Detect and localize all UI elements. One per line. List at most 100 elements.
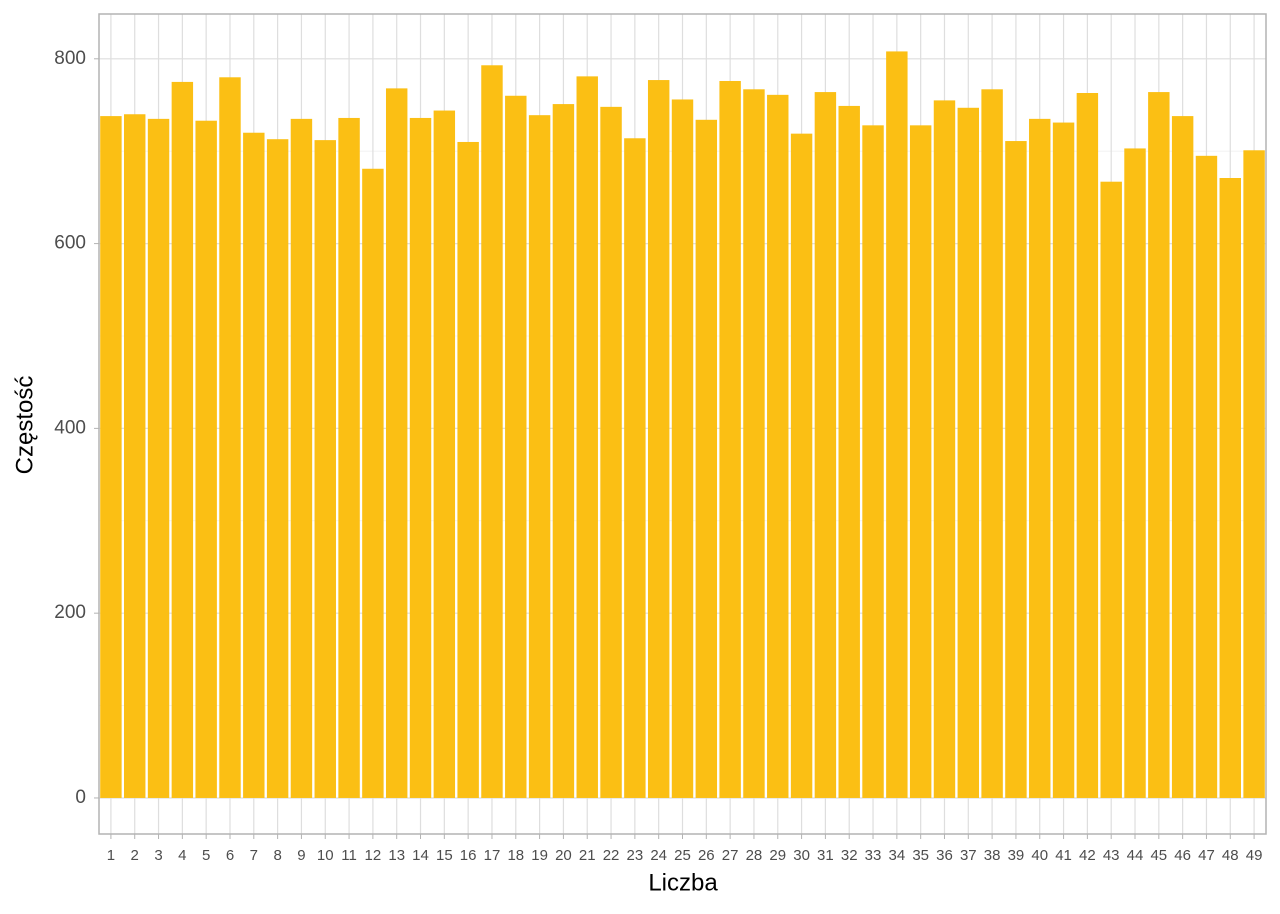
bar <box>814 92 837 798</box>
x-tick-label: 22 <box>603 847 620 864</box>
bar <box>409 117 432 798</box>
bar <box>1148 92 1170 798</box>
y-tick-label: 400 <box>54 417 86 438</box>
bar <box>219 77 241 798</box>
x-tick-label: 43 <box>1103 847 1120 864</box>
x-tick-label: 9 <box>297 847 305 864</box>
x-tick-label: 44 <box>1127 847 1144 864</box>
x-tick-label: 48 <box>1222 847 1239 864</box>
bar <box>838 105 860 798</box>
x-tick-label: 1 <box>107 847 115 864</box>
bar <box>933 100 956 798</box>
x-tick-label: 17 <box>484 847 501 864</box>
x-tick-label: 15 <box>436 847 453 864</box>
bar <box>100 116 122 798</box>
bar <box>981 89 1003 798</box>
bar <box>624 138 646 798</box>
bar <box>457 141 479 798</box>
x-tick-label: 18 <box>507 847 524 864</box>
bar <box>790 133 813 798</box>
bar <box>433 110 456 798</box>
bar <box>195 120 217 798</box>
x-tick-label: 27 <box>722 847 739 864</box>
x-tick-label: 47 <box>1198 847 1215 864</box>
bar <box>481 65 503 798</box>
bar <box>886 51 908 798</box>
x-tick-label: 23 <box>627 847 644 864</box>
bar <box>124 114 146 798</box>
x-tick-label: 8 <box>273 847 281 864</box>
x-tick-label: 11 <box>341 847 357 864</box>
bar <box>1195 155 1218 798</box>
x-tick-label: 30 <box>793 847 810 864</box>
x-tick-label: 28 <box>746 847 763 864</box>
bar <box>1005 141 1027 798</box>
bar <box>314 140 336 798</box>
bar <box>1029 118 1051 798</box>
x-tick-label: 7 <box>250 847 258 864</box>
x-tick-label: 46 <box>1174 847 1191 864</box>
x-tick-label: 32 <box>841 847 858 864</box>
x-tick-label: 4 <box>178 847 186 864</box>
y-axis-title: Częstość <box>11 376 38 475</box>
bar <box>1219 178 1241 798</box>
x-tick-label: 33 <box>865 847 882 864</box>
bar <box>909 125 932 798</box>
bar <box>1243 150 1265 798</box>
bar <box>505 95 527 798</box>
bar <box>647 80 670 798</box>
x-tick-label: 19 <box>531 847 548 864</box>
bar <box>266 139 289 798</box>
bar <box>1100 181 1122 798</box>
x-tick-label: 2 <box>131 847 139 864</box>
x-tick-label: 29 <box>769 847 786 864</box>
x-tick-label: 13 <box>388 847 405 864</box>
bar <box>600 106 622 798</box>
bar <box>957 107 980 798</box>
bar <box>767 94 789 798</box>
x-tick-label: 6 <box>226 847 234 864</box>
bar <box>862 125 884 798</box>
x-tick-label: 21 <box>579 847 596 864</box>
bar <box>1052 122 1075 798</box>
bar <box>290 118 313 798</box>
x-tick-label: 5 <box>202 847 210 864</box>
bar <box>1171 116 1194 798</box>
bar <box>147 118 170 798</box>
x-tick-label: 12 <box>365 847 382 864</box>
x-tick-label: 24 <box>650 847 667 864</box>
x-tick-label: 10 <box>317 847 334 864</box>
x-tick-label: 26 <box>698 847 715 864</box>
x-tick-label: 25 <box>674 847 691 864</box>
bar <box>719 80 741 798</box>
x-tick-label: 36 <box>936 847 953 864</box>
x-tick-label: 3 <box>154 847 162 864</box>
bar <box>362 168 384 798</box>
y-tick-label: 800 <box>54 48 86 69</box>
bar <box>338 117 360 798</box>
x-axis-title: Liczba <box>648 869 718 896</box>
bar <box>171 81 194 798</box>
bar <box>243 132 265 798</box>
bar <box>695 119 718 798</box>
y-tick-label: 200 <box>54 602 86 623</box>
panel-border <box>98 13 1267 835</box>
x-tick-label: 35 <box>912 847 929 864</box>
x-tick-label: 37 <box>960 847 977 864</box>
x-tick-label: 38 <box>984 847 1001 864</box>
bar <box>528 115 551 798</box>
bar <box>552 104 575 798</box>
x-tick-label: 20 <box>555 847 572 864</box>
x-tick-label: 31 <box>817 847 834 864</box>
x-tick-label: 34 <box>889 847 906 864</box>
x-tick-label: 42 <box>1079 847 1096 864</box>
bar <box>1124 148 1146 798</box>
bar <box>671 99 694 798</box>
y-tick-label: 600 <box>54 233 86 254</box>
bar <box>385 88 408 798</box>
bar <box>1076 92 1099 798</box>
bar <box>743 89 765 798</box>
x-tick-label: 14 <box>412 847 429 864</box>
bar <box>576 76 598 798</box>
